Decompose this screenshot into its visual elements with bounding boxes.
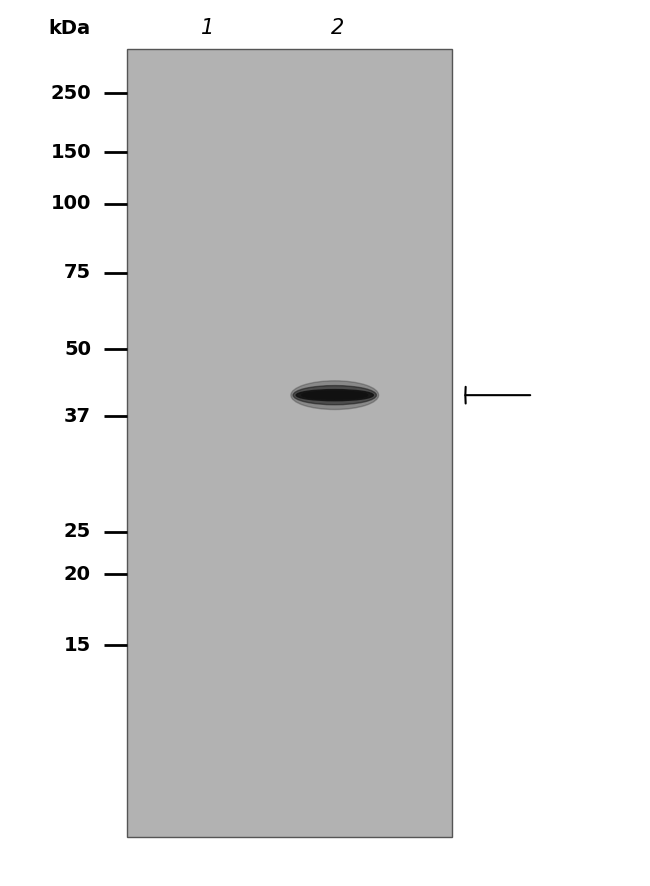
Text: 250: 250 bbox=[50, 83, 91, 103]
Text: 100: 100 bbox=[51, 194, 91, 214]
Text: 50: 50 bbox=[64, 339, 91, 359]
Ellipse shape bbox=[296, 390, 373, 400]
Text: 20: 20 bbox=[64, 564, 91, 584]
Text: 1: 1 bbox=[202, 19, 214, 38]
Text: 75: 75 bbox=[64, 263, 91, 283]
Ellipse shape bbox=[293, 385, 376, 405]
Ellipse shape bbox=[291, 381, 378, 409]
Text: 150: 150 bbox=[50, 143, 91, 162]
Text: 2: 2 bbox=[332, 19, 344, 38]
Text: 25: 25 bbox=[64, 522, 91, 541]
Text: 37: 37 bbox=[64, 407, 91, 426]
Text: kDa: kDa bbox=[49, 19, 91, 38]
Text: 15: 15 bbox=[64, 635, 91, 655]
Bar bbox=[127, 49, 452, 837]
Ellipse shape bbox=[302, 392, 368, 399]
